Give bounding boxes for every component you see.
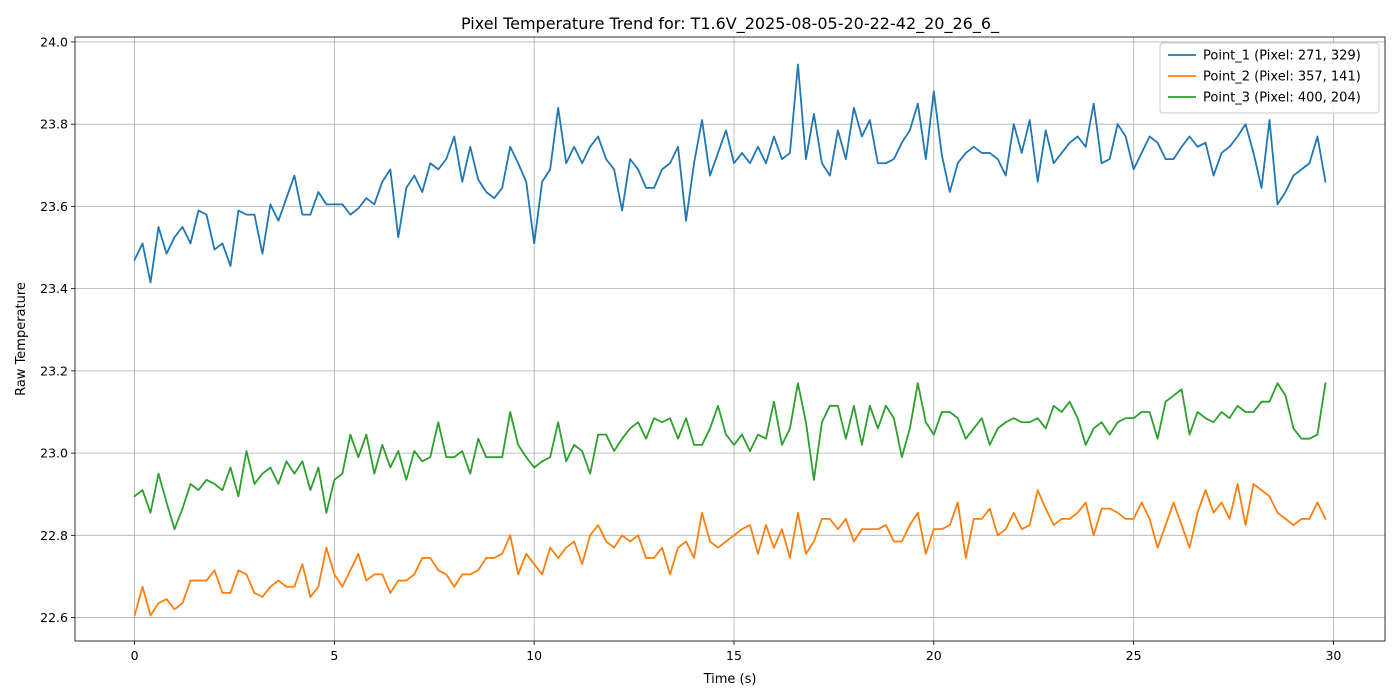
x-tick-label: 25 — [1126, 648, 1142, 663]
x-tick-label: 10 — [526, 648, 542, 663]
grid — [75, 37, 1385, 641]
y-axis: 22.6 22.8 23.0 23.2 23.4 23.6 23.8 24.0 — [40, 34, 75, 625]
y-tick-label: 23.4 — [40, 281, 68, 296]
legend-entry: Point_3 (Pixel: 400, 204) — [1203, 91, 1361, 106]
y-tick-label: 23.0 — [40, 446, 68, 461]
x-tick-label: 0 — [131, 648, 139, 663]
y-axis-label: Raw Temperature — [14, 282, 29, 396]
series-line-point-3 — [133, 382, 1327, 531]
legend: Point_1 (Pixel: 271, 329) Point_2 (Pixel:… — [1159, 42, 1380, 114]
x-axis: 0 5 10 15 20 25 30 — [131, 641, 1341, 663]
x-tick-label: 15 — [726, 648, 742, 663]
series-group — [133, 63, 1327, 617]
series-line-point-2 — [133, 483, 1327, 617]
legend-box — [1159, 42, 1380, 114]
y-tick-label: 23.6 — [40, 199, 68, 214]
plot-frame — [74, 36, 1386, 642]
x-tick-label: 30 — [1325, 648, 1341, 663]
y-tick-label: 24.0 — [40, 34, 68, 49]
y-tick-label: 23.8 — [40, 117, 68, 132]
x-tick-label: 5 — [330, 648, 338, 663]
y-tick-label: 22.8 — [40, 528, 68, 543]
y-tick-label: 23.2 — [40, 363, 68, 378]
chart-title: Pixel Temperature Trend for: T1.6V_2025-… — [461, 14, 1000, 34]
x-tick-label: 20 — [926, 648, 942, 663]
y-tick-label: 22.6 — [40, 610, 68, 625]
series-line-point-1 — [133, 63, 1327, 284]
legend-entry: Point_1 (Pixel: 271, 329) — [1203, 49, 1361, 64]
legend-entry: Point_2 (Pixel: 357, 141) — [1203, 70, 1361, 85]
x-axis-label: Time (s) — [703, 672, 757, 687]
